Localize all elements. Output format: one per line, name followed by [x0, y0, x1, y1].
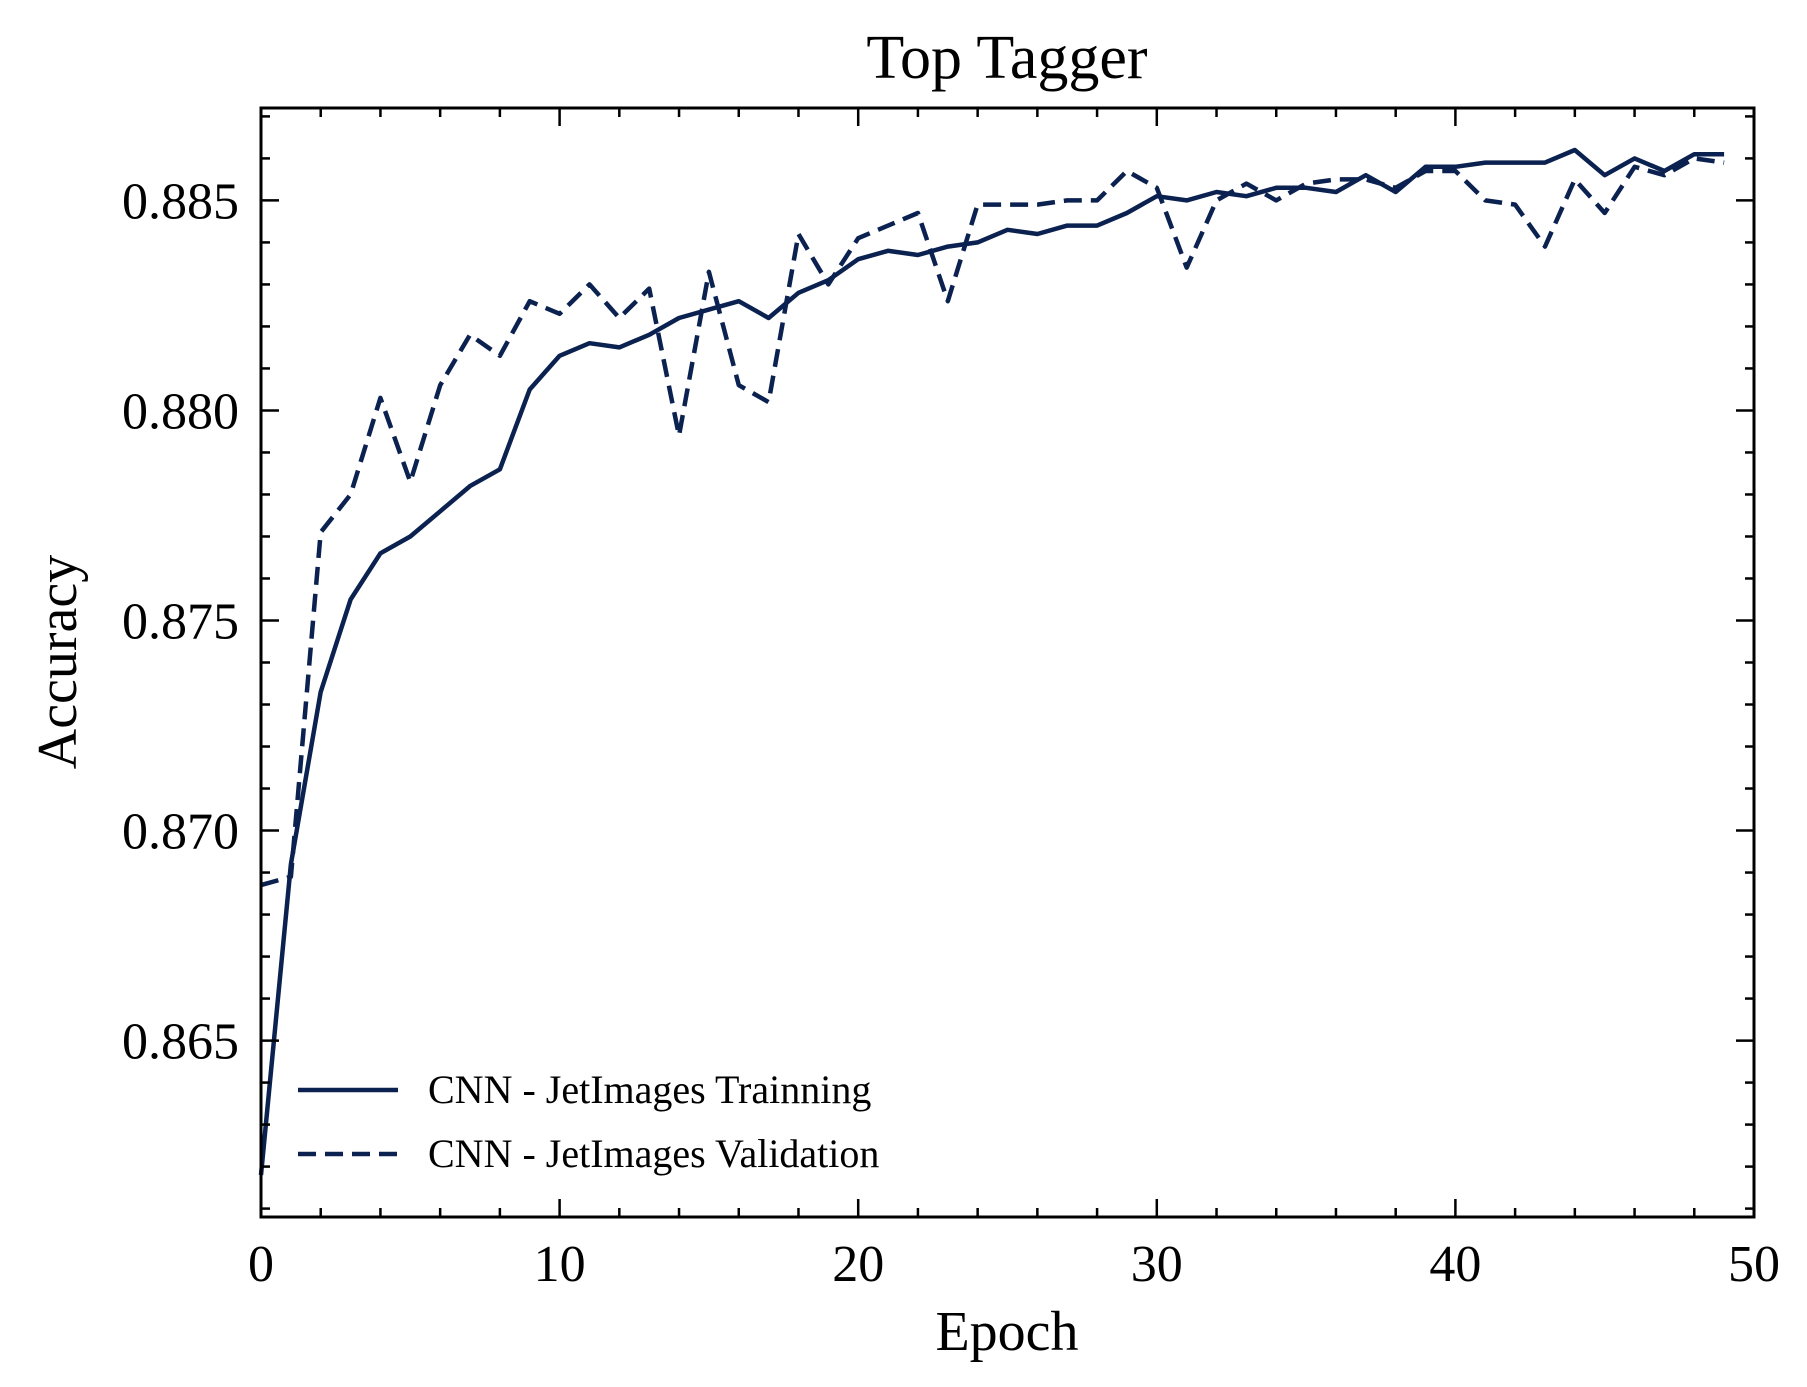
axis-ticks [259, 108, 1756, 1217]
y-axis-label: Accuracy [27, 555, 89, 770]
series-line-1 [260, 156, 1725, 888]
y-tick-label: 0.865 [122, 1014, 239, 1071]
plot-frame [259, 106, 1756, 1219]
x-tick-label: 20 [832, 1236, 884, 1293]
y-tick-label: 0.875 [122, 593, 239, 650]
legend-label-0: CNN - JetImages Trainning [428, 1067, 871, 1112]
x-tick-label: 40 [1429, 1236, 1481, 1293]
x-tick-label: 30 [1131, 1236, 1183, 1293]
y-tick-label: 0.870 [122, 804, 239, 861]
x-tick-label: 50 [1728, 1236, 1780, 1293]
plot-area [258, 147, 1725, 1176]
legend: CNN - JetImages Trainning CNN - JetImages… [298, 1067, 879, 1176]
x-tick-label: 0 [248, 1236, 274, 1293]
x-tick-label: 10 [534, 1236, 586, 1293]
series-line-0 [258, 147, 1725, 1176]
chart-title: Top Tagger [866, 24, 1148, 92]
tick-labels: 0 10 20 30 40 50 0.865 0.870 0.875 0.880 0.885 [122, 173, 1780, 1293]
legend-label-1: CNN - JetImages Validation [428, 1131, 879, 1176]
x-axis-label: Epoch [935, 1301, 1078, 1363]
y-tick-label: 0.880 [122, 383, 239, 440]
y-tick-label: 0.885 [122, 173, 239, 230]
